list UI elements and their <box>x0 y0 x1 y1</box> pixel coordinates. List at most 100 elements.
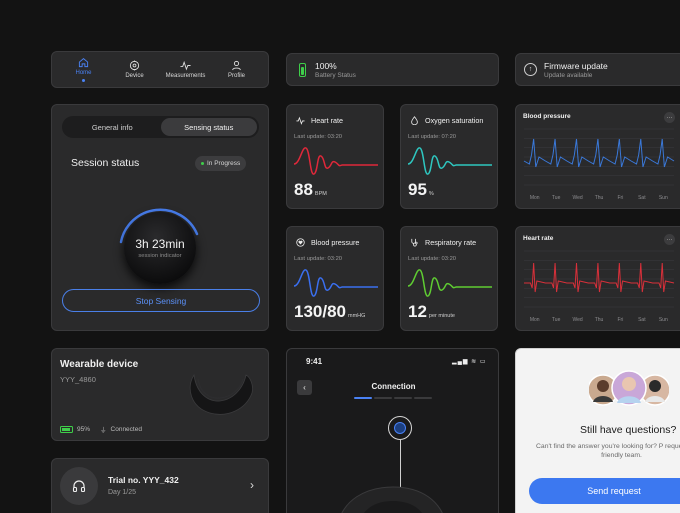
headphones-icon <box>60 467 98 505</box>
phone-connection-screen: 9:41 ▂▄▆ ≋ ▭ ‹ Connection <box>286 348 499 513</box>
power-icon[interactable] <box>388 416 412 440</box>
heart-rate-wave <box>293 147 378 175</box>
neck-device-image <box>341 486 443 513</box>
firmware-title: Firmware update <box>544 60 608 71</box>
nav-item-profile[interactable]: Profile <box>213 60 261 79</box>
session-title: Session status <box>71 157 140 169</box>
x-tick-label: Sat <box>638 317 646 323</box>
x-tick-label: Sat <box>638 195 646 201</box>
stop-sensing-button[interactable]: Stop Sensing <box>62 289 260 312</box>
battery-status-card: 100% Battery Status <box>286 53 499 86</box>
more-options-button[interactable]: ··· <box>664 234 675 245</box>
battery-label: Battery Status <box>315 71 356 79</box>
heart-rate-value-row: 88 BPM <box>294 180 327 200</box>
step-indicator <box>354 397 432 399</box>
oxygen-title: Oxygen saturation <box>425 116 484 125</box>
blood-pressure-card[interactable]: Blood pressure Last update: 03:20 130/80… <box>286 226 384 331</box>
x-tick-label: Fri <box>618 317 624 323</box>
session-card: General info Sensing status Session stat… <box>51 104 269 331</box>
nav-label-measurements: Measurements <box>165 73 206 79</box>
connector-line <box>400 440 401 513</box>
blood-pressure-value: 130/80 <box>294 302 346 321</box>
wearable-device-card[interactable]: Wearable device YYY_4860 95% ⏚ Connected <box>51 348 269 441</box>
device-icon <box>129 60 140 71</box>
nav-label-device: Device <box>125 73 144 79</box>
x-tick-label: Tue <box>552 317 561 323</box>
timer-value: 3h 23min <box>135 237 185 251</box>
respiratory-unit: per minute <box>428 313 455 319</box>
pulse-icon <box>180 60 191 71</box>
respiratory-value: 12 <box>408 302 427 321</box>
wearable-id: YYY_4860 <box>60 375 96 384</box>
status-badge-label: In Progress <box>207 160 241 167</box>
chevron-right-icon[interactable]: › <box>250 478 254 492</box>
more-options-button[interactable]: ··· <box>664 112 675 123</box>
active-indicator <box>82 79 85 82</box>
blood-pressure-value-row: 130/80 mmHG <box>294 302 365 322</box>
wearable-connection: Connected <box>110 425 142 433</box>
phone-clock: 9:41 <box>306 357 323 366</box>
help-description: Can't find the answer you're looking for… <box>536 443 680 460</box>
trial-subtitle: Day 1/25 <box>108 489 137 496</box>
blood-pressure-wave <box>293 269 378 297</box>
respiratory-rate-card[interactable]: Respiratory rate Last update: 03:20 12 pe… <box>400 226 498 331</box>
series-line <box>523 138 675 168</box>
respiratory-title: Respiratory rate <box>425 238 477 247</box>
battery-icon <box>60 425 73 433</box>
nav-label-profile: Profile <box>227 73 245 79</box>
phone-status-icons: ▂▄▆ ≋ ▭ <box>452 359 487 365</box>
user-icon <box>232 60 241 71</box>
send-request-button[interactable]: Send request <box>529 478 680 504</box>
wearable-battery: 95% <box>77 425 91 433</box>
nav-item-measurements[interactable]: Measurements <box>162 60 210 79</box>
tab-sensing-status[interactable]: Sensing status <box>160 118 257 136</box>
upload-icon: ↑ <box>524 63 537 76</box>
nav-item-home[interactable]: Home <box>60 57 108 82</box>
wearable-title: Wearable device <box>60 359 139 370</box>
session-gauge <box>119 208 199 244</box>
x-tick-label: Thu <box>595 195 604 201</box>
respiratory-value-row: 12 per minute <box>408 302 455 322</box>
nav-item-device[interactable]: Device <box>111 60 159 79</box>
support-team-avatars <box>589 370 669 406</box>
tab-general-info[interactable]: General info <box>91 122 133 132</box>
trial-card[interactable]: Trial no. YYY_432 Day 1/25 › <box>51 458 269 513</box>
blood-pressure-chart: 300250200150100500MonTueWedThuFriSatSun <box>523 128 675 201</box>
neck-device-image <box>189 373 253 415</box>
hr-chart-title: Heart rate <box>523 235 554 242</box>
droplet-icon <box>411 116 418 125</box>
x-tick-label: Wed <box>572 195 582 201</box>
battery-value: 100% <box>315 60 337 71</box>
x-tick-label: Mon <box>530 195 540 201</box>
timer-label: session indicator <box>138 253 182 259</box>
heart-rate-card[interactable]: Heart rate Last update: 03:20 88 BPM <box>286 104 384 209</box>
nav-bar: Home Device Measurements Profile <box>51 51 269 88</box>
home-icon <box>78 58 89 68</box>
x-tick-label: Sun <box>659 317 668 323</box>
heart-icon <box>296 238 305 247</box>
heart-rate-updated: Last update: 03:20 <box>294 134 343 140</box>
stethoscope-icon <box>411 238 418 247</box>
oxygen-unit: % <box>428 191 434 197</box>
session-timer: 3h 23min session indicator <box>124 212 196 284</box>
back-button[interactable]: ‹ <box>297 380 312 395</box>
session-tabs: General info Sensing status <box>62 116 259 138</box>
x-tick-label: Wed <box>572 317 582 323</box>
x-tick-label: Tue <box>552 195 561 201</box>
respiratory-updated: Last update: 03:20 <box>408 256 457 262</box>
oxygen-saturation-card[interactable]: Oxygen saturation Last update: 07:20 95% <box>400 104 498 209</box>
help-card: Still have questions? Can't find the ans… <box>515 348 680 513</box>
oxygen-updated: Last update: 07:20 <box>408 134 457 140</box>
firmware-update-card[interactable]: ↑ Firmware update Update available <box>515 53 680 86</box>
battery-icon <box>299 62 306 77</box>
x-tick-label: Sun <box>659 195 668 201</box>
blood-pressure-unit: mmHG <box>348 313 366 319</box>
help-title: Still have questions? <box>580 424 677 436</box>
x-tick-label: Thu <box>595 317 604 323</box>
wearable-status-row: 95% ⏚ Connected <box>60 424 142 434</box>
blood-pressure-chart-card[interactable]: Blood pressure ··· 300250200150100500Mon… <box>515 104 680 209</box>
status-badge: In Progress <box>195 156 247 171</box>
heart-rate-chart-card[interactable]: Heart rate ··· 300250200150100500MonTueW… <box>515 226 680 331</box>
oxygen-wave <box>407 147 492 175</box>
